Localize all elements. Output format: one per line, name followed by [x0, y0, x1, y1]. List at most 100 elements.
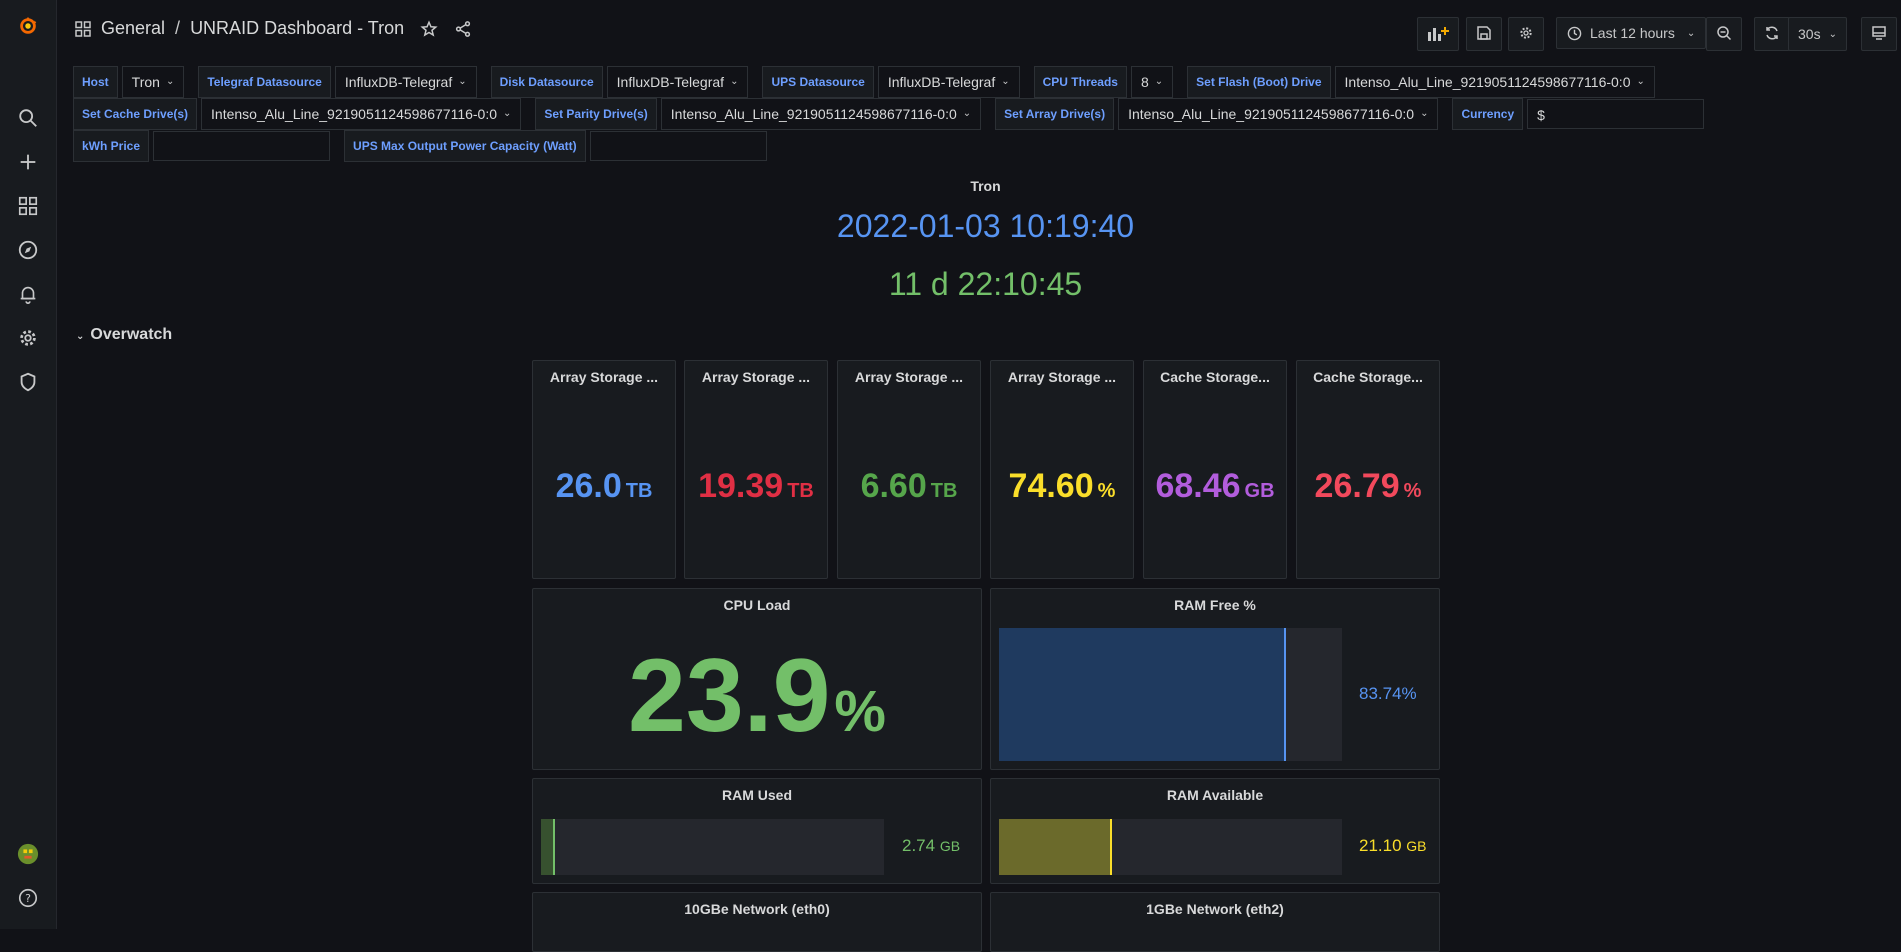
network-eth2-panel[interactable]: 1GBe Network (eth2) — [990, 892, 1440, 952]
stat-number: 68.46 — [1155, 467, 1241, 505]
network-eth0-panel[interactable]: 10GBe Network (eth0) — [532, 892, 982, 952]
row-overwatch-toggle[interactable]: ⌄ Overwatch — [76, 326, 172, 344]
configuration-gear-icon[interactable] — [14, 324, 42, 352]
dashboards-icon[interactable] — [14, 192, 42, 220]
panel-title: Cache Storage... — [1160, 369, 1270, 385]
var-label-cpu-threads: CPU Threads — [1033, 66, 1127, 98]
var-select-telegraf-datasource[interactable]: InfluxDB-Telegraf ⌄ — [334, 66, 477, 98]
stat-panel[interactable]: Cache Storage... 68.46 GB — [1143, 360, 1287, 579]
host-name: Tron — [970, 178, 1001, 194]
stat-value: 26.79% — [1297, 467, 1439, 506]
var-select-flash-drive[interactable]: Intenso_Alu_Line_9219051124598677116-0:0… — [1334, 66, 1655, 98]
stat-value: 6.60 TB — [838, 467, 980, 506]
dashboard-settings-button[interactable] — [1508, 17, 1544, 51]
var-select-host[interactable]: Tron ⌄ — [121, 66, 185, 98]
breadcrumb-folder[interactable]: General — [101, 18, 166, 38]
settings-gear-icon — [1518, 25, 1534, 44]
zoom-out-icon — [1716, 25, 1732, 44]
server-admin-shield-icon[interactable] — [14, 368, 42, 396]
ram-free-panel[interactable]: RAM Free % 83.74% — [990, 588, 1440, 770]
help-icon[interactable]: ? — [14, 884, 42, 912]
ram-available-panel[interactable]: RAM Available 21.10 GB — [990, 778, 1440, 884]
tv-mode-button[interactable] — [1861, 17, 1897, 51]
dashboard-title[interactable]: UNRAID Dashboard - Tron — [190, 18, 405, 38]
chevron-down-icon: ⌄ — [1636, 76, 1645, 87]
cpu-load-number: 23.9 — [628, 638, 831, 754]
var-label-parity-drives: Set Parity Drive(s) — [535, 98, 657, 130]
share-icon[interactable] — [454, 20, 472, 38]
search-icon[interactable] — [14, 104, 42, 132]
explore-compass-icon[interactable] — [14, 236, 42, 264]
star-icon[interactable] — [420, 19, 438, 38]
user-avatar[interactable] — [14, 840, 42, 868]
chevron-down-icon: ⌄ — [165, 76, 175, 87]
panel-title: Array Storage ... — [549, 369, 659, 385]
cpu-load-value: 23.9% — [533, 637, 981, 756]
breadcrumb-separator: / — [175, 18, 181, 38]
ram-available-gauge-edge — [1110, 819, 1113, 875]
add-panel-button[interactable] — [1417, 17, 1459, 51]
save-dashboard-button[interactable] — [1466, 17, 1502, 51]
var-select-cache-drives[interactable]: Intenso_Alu_Line_9219051124598677116-0:0… — [201, 98, 522, 130]
var-input-ups-max-power[interactable] — [589, 131, 767, 161]
stat-number: 26.0 — [555, 467, 622, 505]
stat-unit: TB — [625, 480, 653, 502]
ram-available-unit: GB — [1406, 838, 1427, 854]
refresh-icon — [1764, 25, 1780, 44]
var-value-cpu-threads: 8 — [1140, 74, 1149, 90]
time-picker-button[interactable]: Last 12 hours ⌄ — [1556, 17, 1706, 49]
cpu-load-panel[interactable]: CPU Load 23.9% — [532, 588, 982, 770]
stat-number: 74.60 — [1008, 467, 1094, 505]
var-label-cache-drives: Set Cache Drive(s) — [73, 98, 198, 130]
stat-panel[interactable]: Cache Storage... 26.79% — [1296, 360, 1440, 579]
chevron-down-icon: ⌄ — [1420, 108, 1429, 119]
time-range-label: Last 12 hours — [1590, 25, 1675, 41]
chevron-down-icon: ⌄ — [1154, 76, 1164, 87]
stat-value: 68.46 GB — [1144, 467, 1286, 506]
var-label-host: Host — [73, 66, 118, 98]
refresh-button[interactable] — [1754, 17, 1790, 51]
stat-panel[interactable]: Array Storage ... 19.39 TB — [684, 360, 828, 579]
plus-icon[interactable] — [14, 148, 42, 176]
var-select-cpu-threads[interactable]: 8 ⌄ — [1130, 66, 1174, 98]
zoom-out-button[interactable] — [1706, 17, 1742, 51]
ram-used-panel[interactable]: RAM Used 2.74 GB — [532, 778, 982, 884]
var-label-flash-drive: Set Flash (Boot) Drive — [1187, 66, 1331, 98]
var-input-kwh-price[interactable] — [153, 131, 331, 161]
stat-number: 6.60 — [860, 467, 927, 505]
var-select-disk-datasource[interactable]: InfluxDB-Telegraf ⌄ — [606, 66, 749, 98]
var-value-host: Tron — [131, 74, 160, 90]
grafana-logo-icon[interactable] — [14, 12, 42, 40]
var-label-ups-datasource: UPS Datasource — [762, 66, 874, 98]
chevron-down-icon: ⌄ — [503, 108, 512, 119]
var-value-flash-drive: Intenso_Alu_Line_9219051124598677116-0:0 — [1344, 74, 1631, 90]
panel-title: Array Storage ... — [854, 369, 964, 385]
stat-unit: TB — [787, 480, 814, 502]
alerting-bell-icon[interactable] — [14, 280, 42, 308]
var-select-parity-drives[interactable]: Intenso_Alu_Line_9219051124598677116-0:0… — [660, 98, 982, 130]
ram-used-gauge-fill — [541, 819, 555, 875]
var-label-telegraf-datasource: Telegraf Datasource — [198, 66, 331, 98]
side-nav: ? — [0, 0, 57, 929]
ram-free-gauge-edge — [1284, 628, 1287, 761]
panel-title: 1GBe Network (eth2) — [1146, 901, 1284, 917]
var-value-parity-drives: Intenso_Alu_Line_9219051124598677116-0:0 — [670, 106, 957, 122]
var-select-array-drives[interactable]: Intenso_Alu_Line_9219051124598677116-0:0… — [1118, 98, 1439, 130]
refresh-interval-picker[interactable]: 30s ⌄ — [1788, 17, 1847, 51]
var-label-disk-datasource: Disk Datasource — [490, 66, 603, 98]
stat-panel[interactable]: Array Storage ... 26.0 TB — [532, 360, 676, 579]
stat-unit: GB — [1244, 480, 1275, 502]
panel-title: 10GBe Network (eth0) — [684, 901, 830, 917]
clock-icon — [1567, 26, 1582, 41]
ram-available-gauge-fill — [999, 819, 1113, 875]
stat-panel[interactable]: Array Storage ... 74.60% — [990, 360, 1134, 579]
stat-panel[interactable]: Array Storage ... 6.60 TB — [837, 360, 981, 579]
panel-title: CPU Load — [723, 597, 791, 613]
var-select-ups-datasource[interactable]: InfluxDB-Telegraf ⌄ — [877, 66, 1020, 98]
ram-used-unit: GB — [939, 838, 961, 854]
panel-title: Array Storage ... — [701, 369, 811, 385]
stat-value: 26.0 TB — [533, 467, 675, 506]
var-input-currency[interactable]: $ — [1527, 99, 1705, 129]
chevron-down-icon: ⌄ — [1686, 27, 1696, 39]
ram-available-value: 21.10 GB — [1359, 836, 1427, 856]
